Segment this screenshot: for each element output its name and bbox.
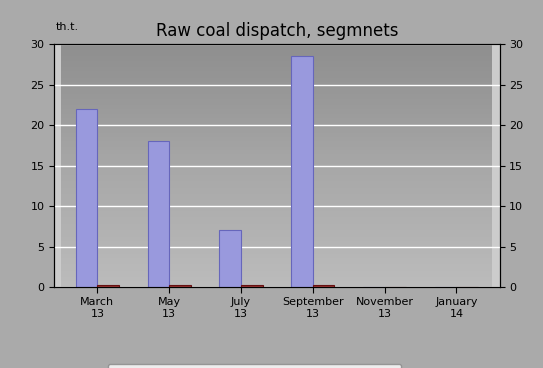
Bar	[291, 56, 313, 287]
Bar	[97, 284, 119, 287]
Bar	[76, 109, 97, 287]
Bar	[148, 141, 169, 287]
Bar	[313, 284, 334, 287]
Title: Raw coal dispatch, segmnets: Raw coal dispatch, segmnets	[156, 22, 398, 40]
Text: th.t.: th.t.	[56, 22, 79, 32]
Bar	[169, 284, 191, 287]
Legend: Corporate segment, Commercial segment: Corporate segment, Commercial segment	[108, 364, 401, 368]
Bar	[219, 230, 241, 287]
Bar	[241, 284, 263, 287]
